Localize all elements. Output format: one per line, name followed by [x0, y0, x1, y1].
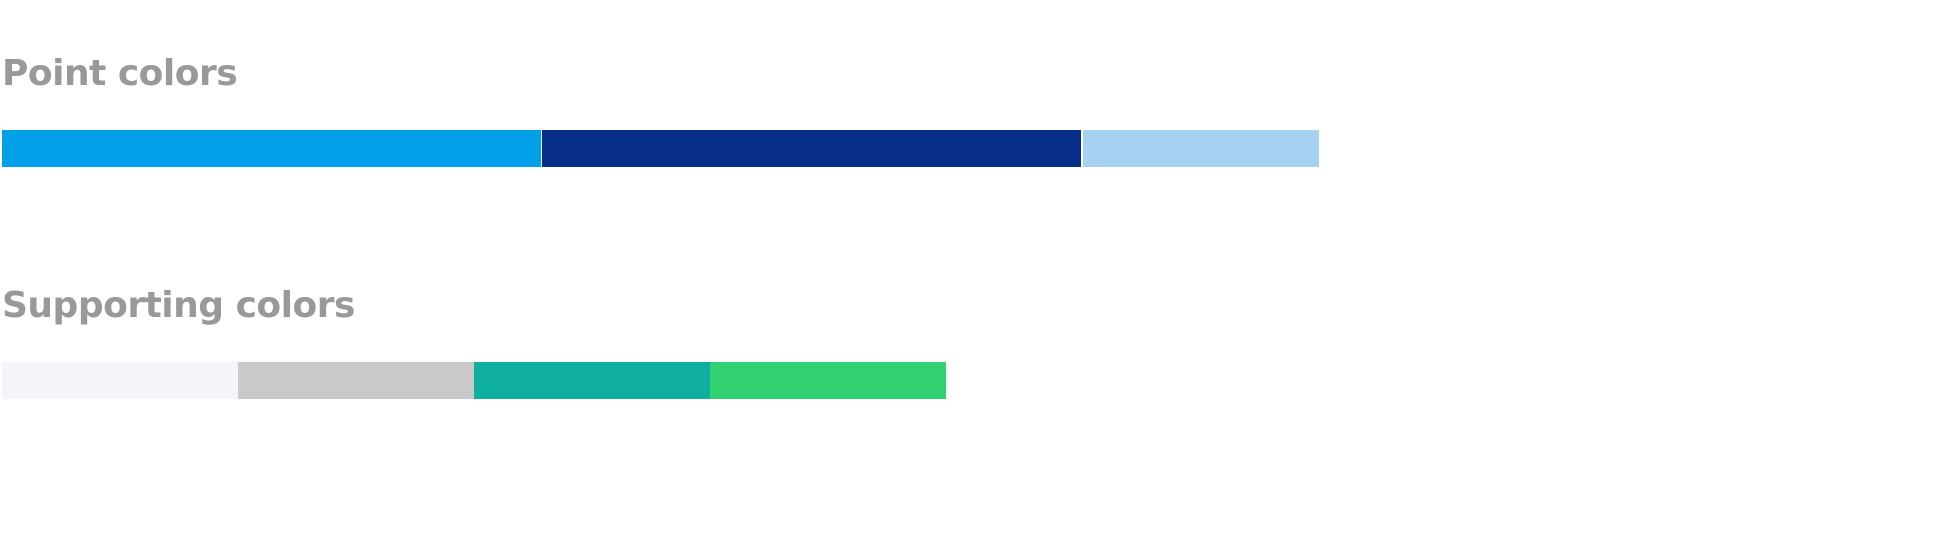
swatch-point-light-blue	[1083, 130, 1319, 167]
swatch-point-navy	[542, 130, 1081, 167]
supporting-colors-title: Supporting colors	[2, 285, 355, 326]
swatch-support-green	[710, 362, 946, 399]
swatch-support-gray	[238, 362, 474, 399]
swatch-point-blue	[2, 130, 541, 167]
point-colors-title: Point colors	[2, 53, 238, 94]
supporting-colors-swatch-row	[2, 362, 946, 399]
point-colors-swatch-row	[2, 130, 1319, 167]
swatch-support-off-white	[2, 362, 238, 399]
swatch-support-teal	[474, 362, 710, 399]
